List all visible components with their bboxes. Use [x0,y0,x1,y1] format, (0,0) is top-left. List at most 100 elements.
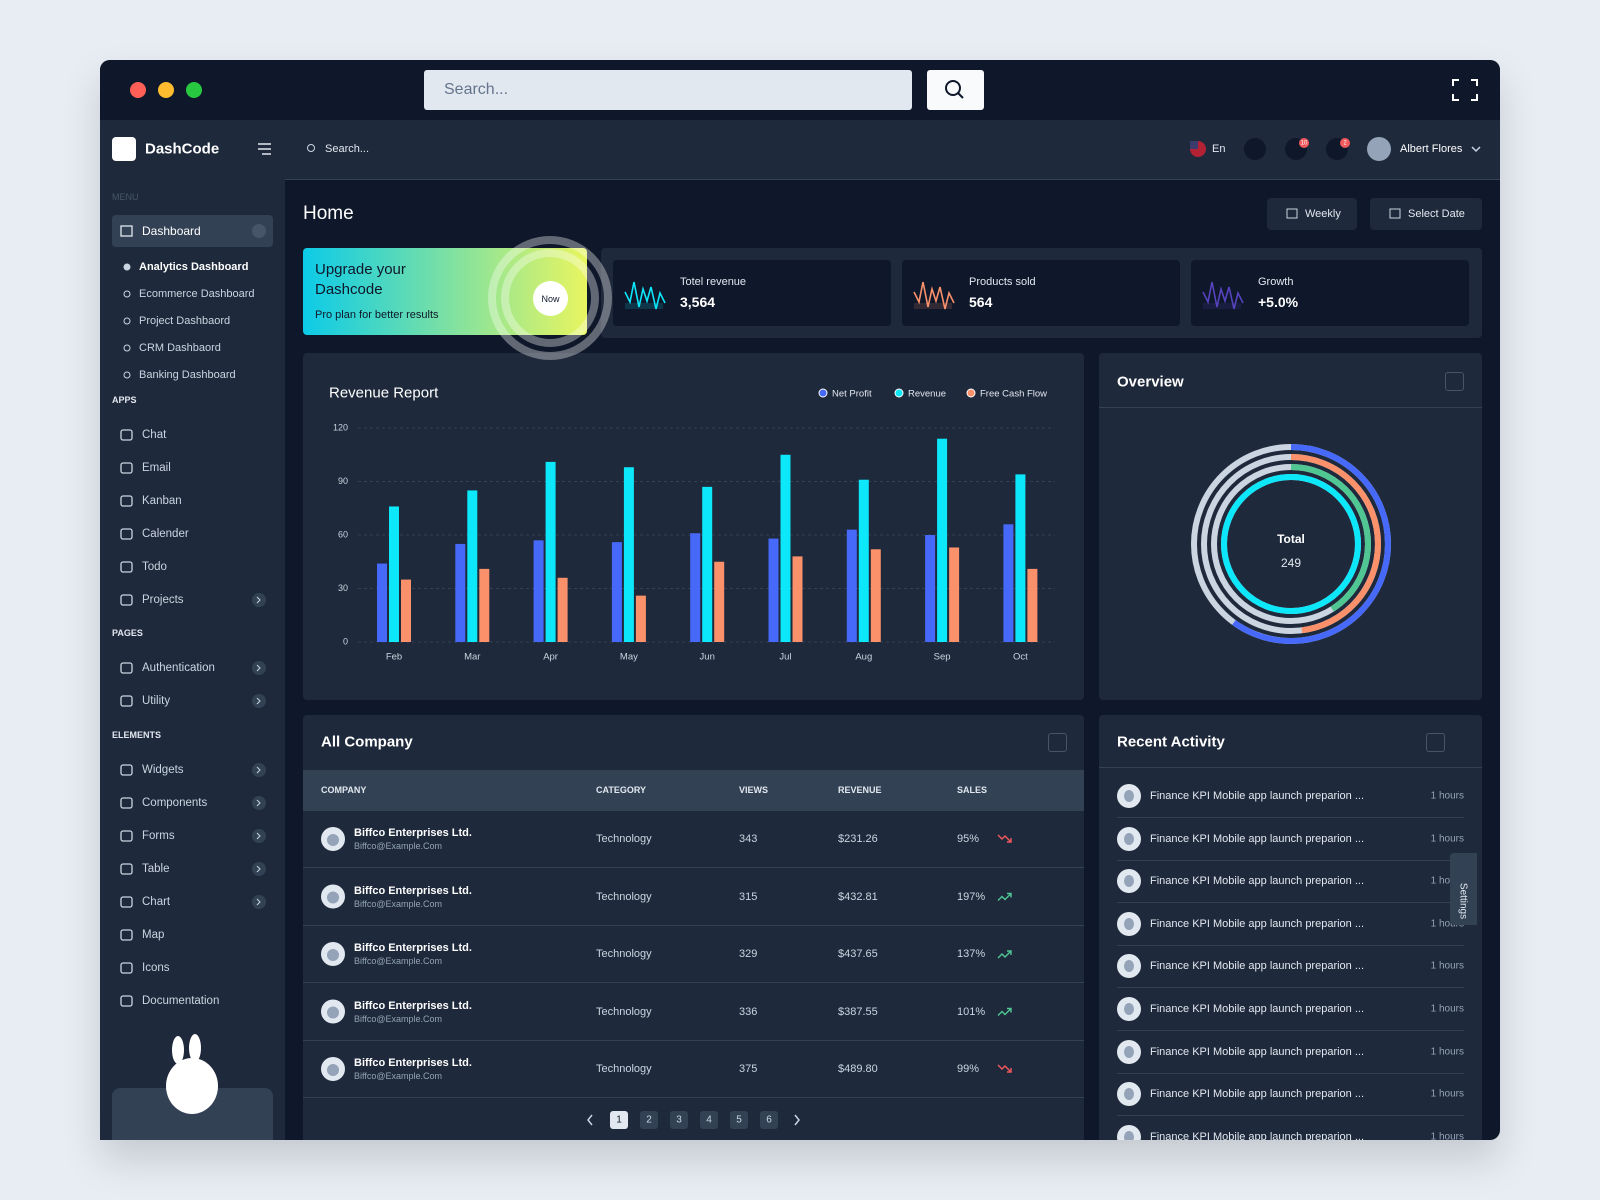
activity-text: Finance KPI Mobile app launch preparion … [1150,917,1365,930]
submenu-item[interactable]: Project Dashbaord [139,315,231,327]
page-button[interactable]: 1 [610,1111,628,1129]
user-name[interactable]: Albert Flores [1400,143,1463,155]
page-button[interactable]: 2 [640,1111,658,1129]
row-divider [303,1097,1084,1098]
activity-avatar [1117,826,1141,851]
row-divider [1117,944,1464,946]
revenue: $387.55 [838,1005,878,1018]
settings-tab[interactable]: Settings [1450,853,1477,925]
company-name: Biffco Enterprises Ltd. [354,1057,472,1069]
menu-item[interactable]: Table [142,863,170,875]
page-number[interactable]: 4 [706,1114,712,1126]
card-menu[interactable] [1426,733,1445,752]
menu-item[interactable]: Email [142,462,171,474]
upgrade-title: Upgrade your Dashcode [315,261,406,298]
language[interactable]: En [1212,143,1226,155]
company-name: Biffco Enterprises Ltd. [354,942,472,954]
browser-search-placeholder[interactable]: Search... [444,81,509,98]
menu-item[interactable]: Utility [142,695,171,707]
browser-search[interactable]: Search... [424,70,912,110]
page-number[interactable]: 1 [616,1114,622,1126]
activity-avatar-face [1124,960,1134,973]
activity-time: 1 hours [1430,790,1464,802]
views: 315 [739,890,758,903]
card-menu[interactable] [1048,733,1067,752]
menu-item[interactable]: Chat [142,429,167,441]
button-label[interactable]: Weekly [1305,208,1341,220]
company-email: Biffco@Example.Com [354,1013,443,1024]
activity-avatar [1117,1039,1141,1064]
button-label[interactable]: Select Date [1408,208,1465,220]
sidebar-promo [112,1088,273,1140]
page-number[interactable]: 6 [766,1114,772,1126]
menu-item[interactable]: Calender [142,528,189,540]
category: Technology [596,948,652,960]
company-name: Biffco Enterprises Ltd. [354,827,472,839]
activity-text: Finance KPI Mobile app launch preparion … [1150,875,1365,888]
menu-item[interactable]: Map [142,929,165,941]
views: 329 [739,948,758,960]
row-divider [1117,1072,1464,1074]
row-divider [1117,1030,1464,1031]
topbar [285,120,1500,180]
header-button[interactable]: Weekly [1267,198,1357,230]
activity-time: 1 hours [1430,833,1464,845]
dashboard-item[interactable] [112,215,273,247]
menu-item[interactable]: Documentation [142,995,220,1007]
activity-avatar-face [1124,1045,1134,1058]
upgrade-button-label[interactable]: Now [541,293,560,304]
activity-time: 1 hours [1430,1131,1464,1140]
divider [1099,767,1482,768]
activity-avatar-face [1124,917,1134,930]
page-button[interactable]: 6 [760,1111,778,1129]
views: 343 [739,833,758,845]
settings-label[interactable]: Settings [1457,882,1469,920]
page-title: Home [303,203,354,224]
activity-time: 1 hours [1430,918,1464,930]
menu-item[interactable]: Forms [142,830,175,842]
row-divider [1117,817,1464,818]
menu-item[interactable]: Components [142,797,208,809]
card-menu[interactable] [1445,372,1464,391]
table-header [303,770,1084,811]
topbar-search[interactable]: Search... [325,143,370,155]
page-number[interactable]: 3 [676,1114,682,1126]
activity-time: 1 hours [1430,960,1464,972]
row-divider [1117,859,1464,861]
card-title: All Company [321,733,413,751]
submenu-item[interactable]: Banking Dashboard [139,369,236,381]
activity-text: Finance KPI Mobile app launch preparion … [1150,1130,1365,1140]
revenue: $437.65 [838,948,878,960]
row-divider [1117,1115,1464,1117]
activity-text: Finance KPI Mobile app launch preparion … [1150,960,1365,973]
menu-item[interactable]: Projects [142,594,184,606]
menu-item[interactable]: Chart [142,896,171,908]
menu-item[interactable]: Widgets [142,764,184,776]
brand-name: DashCode [145,140,220,158]
menu-item[interactable]: Kanban [142,495,182,507]
divider [1099,407,1482,408]
page-number[interactable]: 2 [646,1114,652,1126]
submenu-item[interactable]: Ecommerce Dashboard [139,288,255,300]
submenu-item[interactable]: Analytics Dashboard [139,261,249,273]
page-number[interactable]: 5 [736,1114,742,1126]
menu-item[interactable]: Authentication [142,662,215,674]
header-button[interactable]: Select Date [1370,198,1482,230]
menu-item[interactable]: Dashboard [142,224,201,238]
menu-item[interactable]: Todo [142,561,167,573]
category: Technology [596,1063,652,1075]
activity-avatar-face [1124,1130,1134,1140]
upgrade-button[interactable]: Now [533,281,568,316]
revenue: $432.81 [838,890,878,903]
activity-avatar [1117,869,1141,894]
page-button[interactable]: 5 [730,1111,748,1129]
activity-time: 1 hours [1430,1046,1464,1058]
page-button[interactable]: 4 [700,1111,718,1129]
sales: 101% [957,1005,986,1018]
page-button[interactable]: 3 [670,1111,688,1129]
revenue: $489.80 [838,1063,878,1075]
menu-item[interactable]: Icons [142,962,170,974]
submenu-item[interactable]: CRM Dashbaord [139,342,221,354]
company-email: Biffco@Example.Com [354,1071,443,1081]
browser-search-button[interactable] [927,70,984,110]
